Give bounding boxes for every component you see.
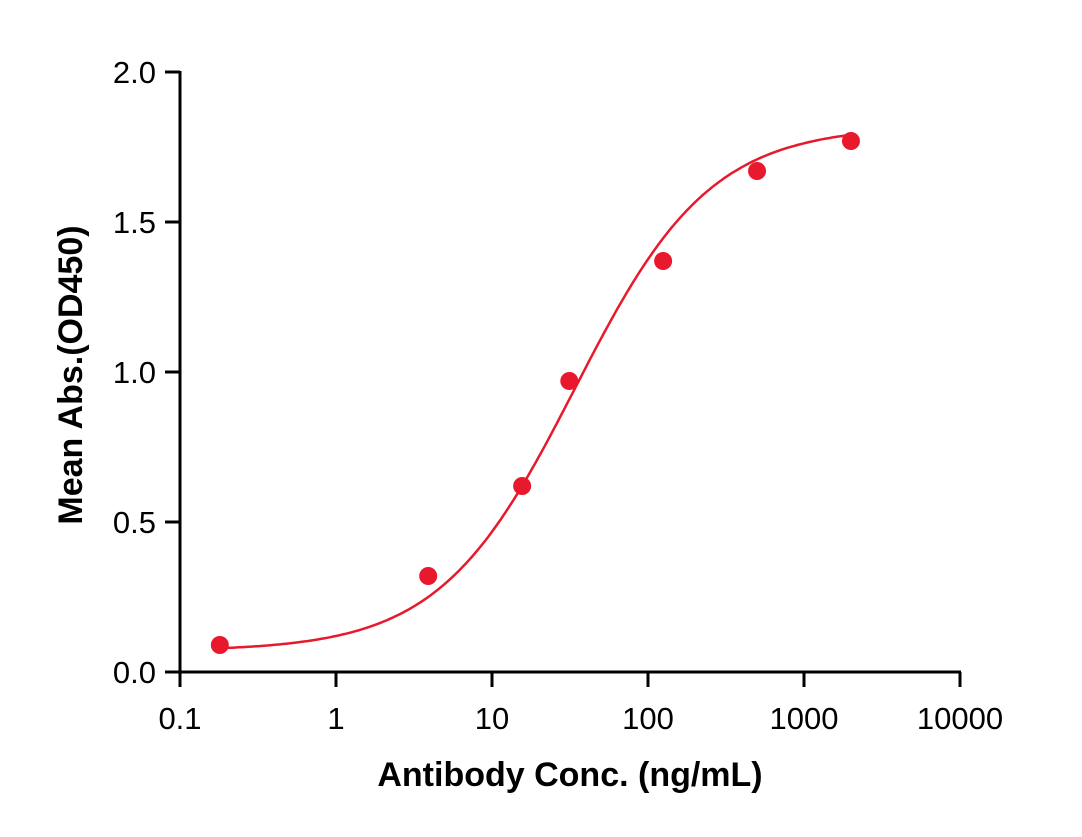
y-axis-label: Mean Abs.(OD450)	[52, 225, 90, 524]
y-axis: 0.0 0.5 1.0 1.5 2.0	[113, 55, 182, 690]
x-axis-label: Antibody Conc. (ng/mL)	[377, 756, 762, 794]
data-point	[210, 636, 229, 654]
y-tick-label: 1.0	[113, 355, 156, 390]
y-tick-label: 1.5	[113, 205, 156, 240]
data-point	[748, 162, 767, 180]
x-tick-label: 100	[622, 701, 674, 736]
x-axis: 0.1 1 10 100 1000 10000	[158, 670, 1003, 736]
data-point	[841, 132, 860, 150]
y-tick-label: 2.0	[113, 55, 156, 90]
x-tick-label: 1	[327, 701, 344, 736]
data-point	[513, 477, 532, 495]
x-tick-label: 10000	[917, 701, 1003, 736]
data-point	[419, 567, 438, 585]
data-point	[560, 372, 579, 390]
x-tick-label: 0.1	[158, 701, 201, 736]
data-points	[210, 132, 860, 654]
fit-curve	[219, 133, 852, 650]
x-tick-label: 1000	[770, 701, 839, 736]
y-tick-label: 0.0	[113, 655, 156, 690]
y-tick-label: 0.5	[113, 505, 156, 540]
data-point	[654, 252, 673, 270]
x-tick-label: 10	[475, 701, 509, 736]
